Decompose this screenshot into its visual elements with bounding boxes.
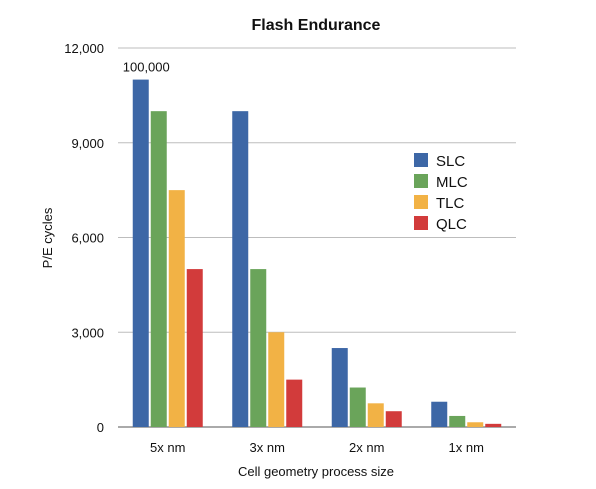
x-tick-labels: 5x nm 3x nm 2x nm 1x nm bbox=[150, 440, 484, 455]
x-tick-label: 3x nm bbox=[250, 440, 285, 455]
bar-tlc bbox=[367, 403, 384, 427]
legend-label: TLC bbox=[436, 195, 465, 212]
chart-title: Flash Endurance bbox=[252, 17, 381, 34]
legend-label: SLC bbox=[436, 153, 465, 170]
bar-tlc bbox=[268, 332, 285, 427]
bar-mlc bbox=[449, 415, 466, 427]
bar-mlc bbox=[349, 387, 366, 427]
bar-slc bbox=[132, 79, 149, 427]
bar-qlc bbox=[485, 423, 502, 427]
bar-qlc bbox=[186, 269, 203, 427]
legend-swatch bbox=[414, 195, 428, 209]
y-tick-label: 6,000 bbox=[71, 231, 104, 246]
bar-qlc bbox=[286, 379, 303, 427]
bars bbox=[132, 79, 502, 428]
bar-slc bbox=[232, 111, 249, 428]
bar-tlc bbox=[168, 190, 185, 427]
bar-qlc bbox=[385, 411, 402, 427]
legend-swatch bbox=[414, 216, 428, 230]
bar-tlc bbox=[467, 422, 484, 427]
y-axis-label: P/E cycles bbox=[40, 207, 55, 268]
legend-label: MLC bbox=[436, 174, 468, 191]
y-tick-labels: 0 3,000 6,000 9,000 12,000 bbox=[64, 41, 104, 435]
annotations: 100,000 bbox=[123, 60, 170, 75]
bar-slc bbox=[331, 348, 348, 427]
y-tick-label: 9,000 bbox=[71, 136, 104, 151]
x-tick-label: 5x nm bbox=[150, 440, 185, 455]
y-tick-label: 3,000 bbox=[71, 325, 104, 340]
legend-label: QLC bbox=[436, 216, 467, 233]
x-axis-label: Cell geometry process size bbox=[238, 464, 394, 479]
x-tick-label: 1x nm bbox=[449, 440, 484, 455]
y-tick-label: 12,000 bbox=[64, 41, 104, 56]
y-tick-label: 0 bbox=[97, 420, 104, 435]
legend-swatch bbox=[414, 174, 428, 188]
legend-swatch bbox=[414, 153, 428, 167]
legend: SLC MLC TLC QLC bbox=[414, 153, 468, 233]
bar-mlc bbox=[150, 111, 167, 428]
bar-slc bbox=[431, 401, 448, 427]
x-tick-label: 2x nm bbox=[349, 440, 384, 455]
bar-mlc bbox=[250, 269, 267, 427]
data-annotation: 100,000 bbox=[123, 60, 170, 75]
